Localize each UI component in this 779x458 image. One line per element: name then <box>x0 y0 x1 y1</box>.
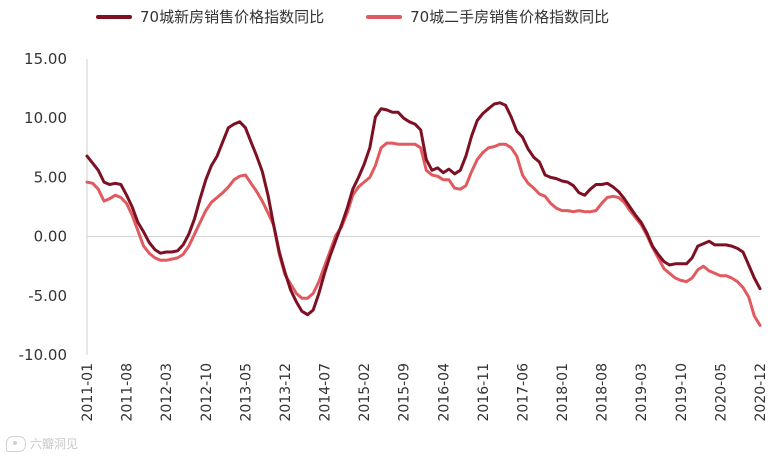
x-tick-label: 2019-10 <box>674 363 690 422</box>
y-tick-label: 0.00 <box>34 228 67 246</box>
x-tick-label: 2012-10 <box>199 363 215 422</box>
x-tick-label: 2016-11 <box>476 363 492 422</box>
x-tick-label: 2015-02 <box>357 363 373 422</box>
series-line-new-home <box>85 101 762 317</box>
series-lines <box>85 101 762 327</box>
watermark: 六瓣洞见 <box>6 435 78 452</box>
watermark-logo-icon <box>6 435 26 452</box>
legend-swatch-new-home <box>96 14 132 19</box>
x-tick-label: 2019-03 <box>634 363 650 422</box>
y-axis-labels: 15.00 10.00 5.00 0.00 -5.00 -10.00 <box>19 50 67 364</box>
x-tick-label: 2011-08 <box>120 363 136 422</box>
watermark-text: 六瓣洞见 <box>30 437 79 451</box>
y-tick-label: 15.00 <box>24 50 67 68</box>
x-tick-label: 2012-03 <box>159 363 175 422</box>
chart-legend: 70城新房销售价格指数同比 70城二手房销售价格指数同比 <box>96 6 609 27</box>
y-tick-label: 5.00 <box>34 168 67 186</box>
legend-item-new-home: 70城新房销售价格指数同比 <box>96 6 324 27</box>
legend-label-new-home: 70城新房销售价格指数同比 <box>140 8 325 26</box>
x-tick-label: 2017-06 <box>516 363 532 422</box>
y-tick-label: -10.00 <box>19 346 67 364</box>
x-tick-label: 2018-08 <box>595 363 611 422</box>
x-tick-label: 2011-01 <box>80 363 96 422</box>
legend-label-second-hand: 70城二手房销售价格指数同比 <box>410 8 610 26</box>
x-tick-label: 2013-05 <box>238 363 254 422</box>
legend-item-second-hand: 70城二手房销售价格指数同比 <box>366 6 609 27</box>
x-tick-label: 2015-09 <box>397 363 413 422</box>
x-tick-label: 2018-01 <box>555 363 571 422</box>
x-tick-label: 2013-12 <box>278 363 294 422</box>
legend-swatch-second-hand <box>366 14 403 19</box>
x-axis-labels: 2011-01 2011-08 2012-03 2012-10 2013-05 2013-… <box>80 363 769 422</box>
x-tick-label: 2020-12 <box>753 363 769 422</box>
x-tick-label: 2020-05 <box>713 363 729 422</box>
x-tick-label: 2016-04 <box>436 363 452 422</box>
y-tick-label: 10.00 <box>24 109 67 127</box>
y-tick-label: -5.00 <box>28 287 67 305</box>
x-tick-label: 2014-07 <box>318 363 334 422</box>
